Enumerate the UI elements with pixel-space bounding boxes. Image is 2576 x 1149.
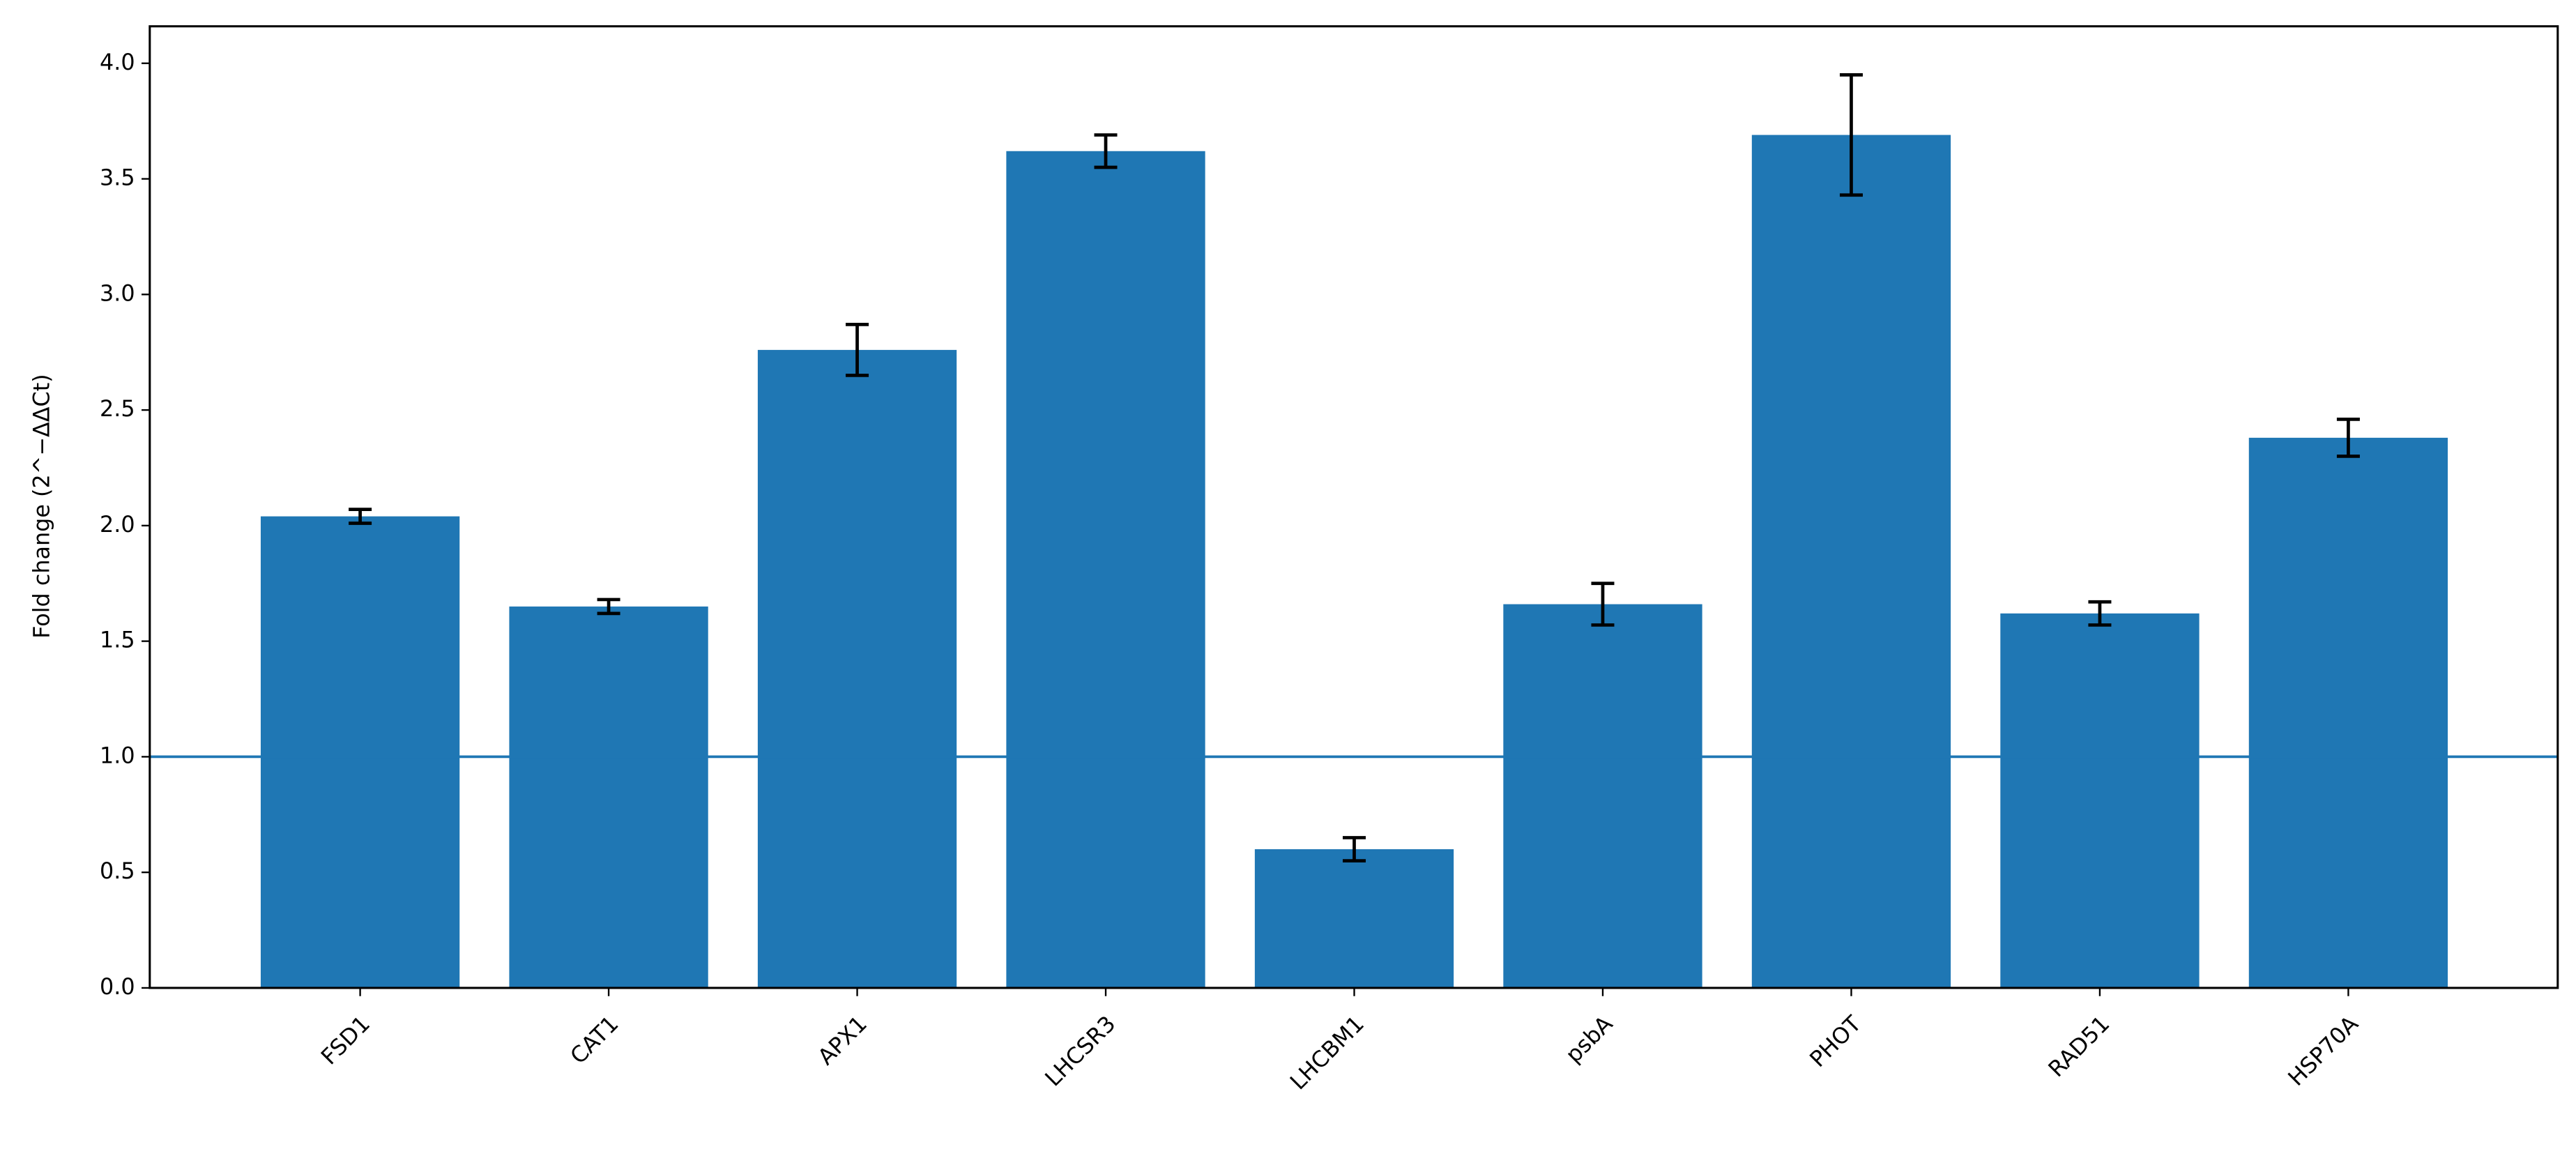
error-bar xyxy=(1343,836,1366,862)
bar xyxy=(1503,604,1702,988)
y-tick-label: 2.5 xyxy=(100,395,135,422)
y-axis-label: Fold change (2^−ΔΔCt) xyxy=(29,374,55,639)
error-bar xyxy=(846,323,869,377)
plot-frame xyxy=(148,25,2559,989)
error-bar xyxy=(2088,600,2112,627)
error-bar xyxy=(1839,73,1863,197)
bar xyxy=(509,606,708,988)
y-tick-label: 3.0 xyxy=(100,280,135,306)
y-tick-label: 2.0 xyxy=(100,511,135,538)
error-bar xyxy=(349,508,372,525)
y-tick-label: 0.0 xyxy=(100,973,135,1000)
bar xyxy=(757,349,957,988)
bar xyxy=(1751,135,1951,988)
error-bar xyxy=(597,598,620,616)
bar xyxy=(2248,437,2448,988)
error-bar xyxy=(1591,581,1615,627)
bar xyxy=(1254,849,1454,988)
y-tick-label: 3.5 xyxy=(100,165,135,191)
y-tick-label: 0.5 xyxy=(100,858,135,884)
bar xyxy=(1006,151,1205,988)
y-tick-label: 1.5 xyxy=(100,627,135,653)
bar xyxy=(260,516,460,988)
y-tick-label: 1.0 xyxy=(100,742,135,768)
error-bar xyxy=(2336,417,2360,458)
error-bar xyxy=(1094,133,1118,169)
bar xyxy=(2000,613,2200,988)
y-tick-label: 4.0 xyxy=(100,49,135,75)
